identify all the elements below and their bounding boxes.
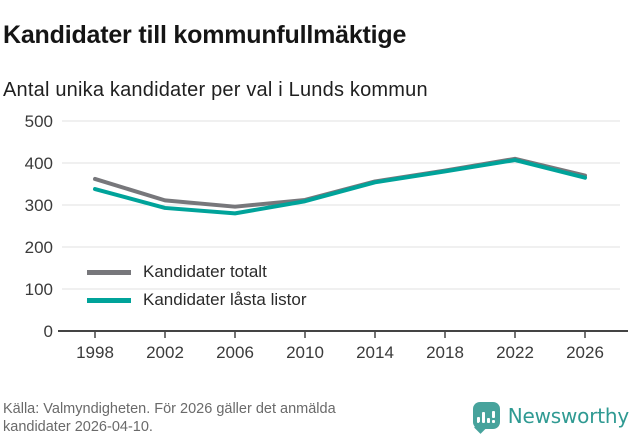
x-tick-label: 2002 [146,343,184,362]
x-tick-label: 2018 [426,343,464,362]
y-tick-label: 400 [25,154,53,173]
legend-swatch-teal [87,297,131,303]
y-tick-label: 500 [25,112,53,131]
source-note-line2: kandidater 2026-04-10. [3,418,153,435]
x-tick-label: 2006 [216,343,254,362]
y-tick-label: 300 [25,196,53,215]
x-tick-label: 2022 [496,343,534,362]
legend-item-kandidater-totalt: Kandidater totalt [87,258,306,286]
chart-legend: Kandidater totalt Kandidater låsta listo… [87,258,306,314]
logo-exclamation-icon [492,411,496,423]
source-note: Källa: Valmyndigheten. För 2026 gäller d… [3,401,336,436]
newsworthy-logo-icon [472,402,500,429]
x-tick-label: 2026 [566,343,604,362]
logo-bar-icon [477,417,481,423]
series-line-kandidater-l-sta-listor [93,158,587,216]
page-title: Kandidater till kommunfullmäktige [3,20,407,49]
legend-label: Kandidater låsta listor [143,290,307,309]
x-tick-label: 2014 [356,343,394,362]
legend-item-kandidater-lasta-listor: Kandidater låsta listor [87,286,306,314]
y-tick-label: 100 [25,280,53,299]
x-tick-label: 1998 [76,343,114,362]
legend-swatch-gray [87,269,131,275]
x-tick-label: 2010 [286,343,324,362]
y-tick-label: 0 [44,322,53,341]
source-note-line1: Källa: Valmyndigheten. För 2026 gäller d… [3,401,336,417]
chart-subtitle: Antal unika kandidater per val i Lunds k… [3,78,428,101]
logo-bar-icon [487,418,491,423]
series-line-kandidater-totalt [93,156,587,209]
logo-bar-icon [482,412,486,423]
newsworthy-brand[interactable]: Newsworthy [472,402,629,429]
legend-label: Kandidater totalt [143,262,267,281]
brand-name: Newsworthy [507,403,629,428]
y-tick-label: 200 [25,238,53,257]
